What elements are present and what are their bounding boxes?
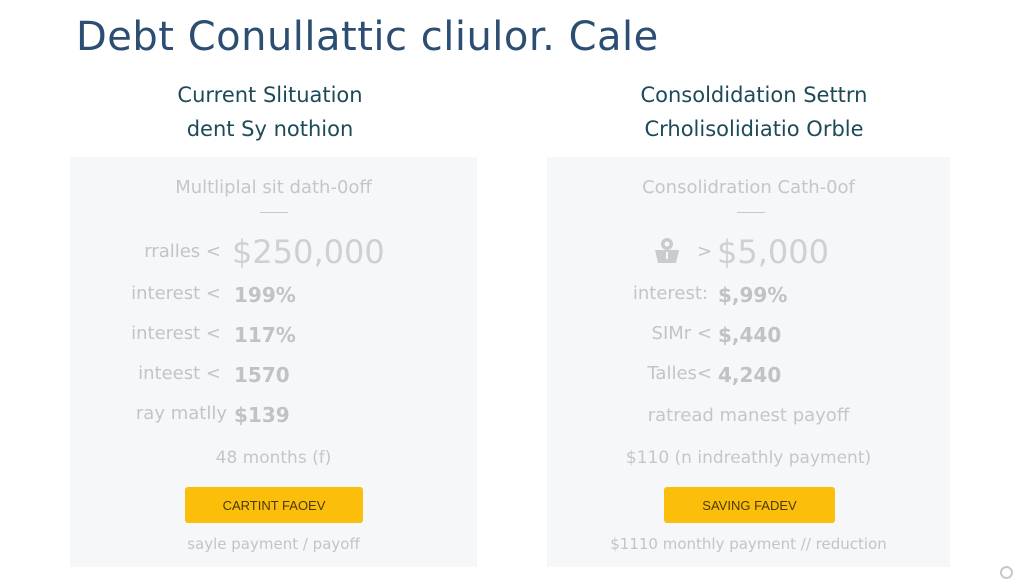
page-title: Debt Conullattic cliulor. Cale (76, 14, 659, 60)
row-label: > (697, 241, 713, 262)
watermark-icon (1000, 566, 1013, 579)
heading-line-2: Crholisolidiatio Orble (644, 117, 864, 141)
row-label: interest < (131, 323, 221, 344)
row-value: $,440 (718, 323, 782, 347)
card-title: Multliplal sit dath-0off (175, 177, 372, 198)
detail-row: ray matlly $139 (70, 403, 477, 437)
heading-line-2: dent Sy nothion (186, 117, 354, 141)
footer-text: sayle payment / payoff (187, 535, 360, 553)
detail-row: interest < 117% (70, 323, 477, 357)
row-label: rralles < (144, 241, 221, 262)
row-label: inteest < (138, 363, 221, 384)
current-situation-card: Multliplal sit dath-0off rralles < $250,… (70, 157, 477, 567)
detail-row: interest: $,99% (547, 283, 950, 317)
current-rate-button[interactable]: CARTINT FAOEV (185, 487, 363, 523)
term-text: 48 months (f) (215, 448, 332, 468)
detail-row: inteest < 1570 (70, 363, 477, 397)
payoff-text: ratread manest payoff (647, 405, 850, 426)
heading-line-1: Current Slituation (177, 83, 363, 107)
card-title: Consolidration Cath-0of (642, 177, 855, 198)
row-label: SIMr < (651, 323, 712, 344)
row-value: $139 (234, 403, 290, 427)
row-value: 199% (234, 283, 296, 307)
piggy-bank-icon (655, 238, 679, 263)
savings-button[interactable]: SAVING FADEV (664, 487, 835, 523)
detail-row: SIMr < $,440 (547, 323, 950, 357)
divider (737, 212, 765, 213)
current-situation-heading: Current Slituation dent Sy nothion (70, 78, 470, 146)
row-label: interest: (632, 283, 708, 304)
footer-text: $1110 monthly payment // reduction (610, 535, 887, 553)
divider (260, 212, 288, 213)
consolidation-card: Consolidration Cath-0of > $5,000 interes… (547, 157, 950, 567)
row-value: 1570 (234, 363, 290, 387)
row-label: interest < (131, 283, 221, 304)
row-label: ray matlly (135, 403, 227, 424)
heading-line-1: Consoldidation Settrn (640, 83, 868, 107)
row-value: $250,000 (232, 233, 385, 271)
row-value: $5,000 (717, 233, 829, 271)
balance-row: > $5,000 (547, 233, 950, 271)
row-value: $,99% (718, 283, 788, 307)
row-value: 4,240 (718, 363, 782, 387)
balance-row: rralles < $250,000 (70, 233, 477, 271)
consolidation-heading: Consoldidation Settrn Crholisolidiatio O… (554, 78, 954, 146)
row-label: Talles< (647, 363, 712, 384)
detail-row: interest < 199% (70, 283, 477, 317)
detail-row: Talles< 4,240 (547, 363, 950, 397)
payment-note: $110 (n indreathly payment) (625, 448, 872, 468)
row-value: 117% (234, 323, 296, 347)
